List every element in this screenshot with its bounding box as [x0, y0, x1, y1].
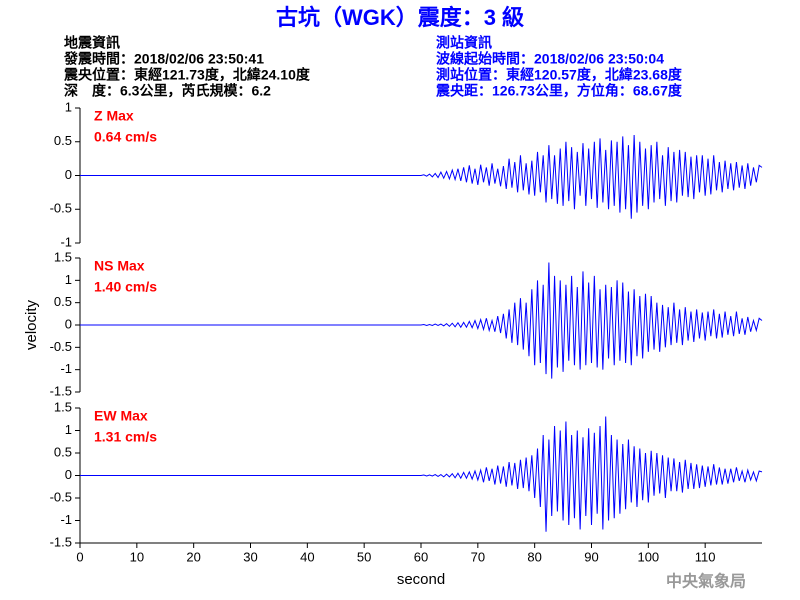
- y-tick-label: 0: [65, 167, 72, 182]
- y-tick-label: 1.5: [54, 249, 72, 264]
- y-tick-label: -0.5: [50, 489, 72, 504]
- info-line: 震央位置：東經121.73度，北緯24.10度: [63, 67, 311, 83]
- y-axis-label: velocity: [23, 299, 40, 350]
- info-line: 地震資訊: [64, 35, 120, 51]
- max-annotation: EW Max: [94, 408, 148, 424]
- y-tick-label: -1: [60, 512, 72, 527]
- y-tick-label: 0: [65, 316, 72, 331]
- max-annotation: NS Max: [94, 258, 145, 274]
- y-tick-label: 1: [65, 272, 72, 287]
- y-tick-label: -1.5: [50, 383, 72, 398]
- x-axis-label: second: [397, 571, 445, 588]
- x-tick-label: 30: [243, 549, 257, 564]
- y-tick-label: 1: [65, 422, 72, 437]
- x-tick-label: 0: [76, 549, 83, 564]
- footer: 中央氣象局: [666, 572, 746, 591]
- info-line: 發震時間：2018/02/06 23:50:41: [63, 51, 264, 67]
- max-annotation: 1.31 cm/s: [94, 429, 157, 445]
- x-tick-label: 80: [527, 549, 541, 564]
- x-tick-label: 110: [695, 549, 716, 564]
- x-tick-label: 20: [186, 549, 200, 564]
- y-tick-label: -0.5: [50, 201, 72, 216]
- waveform: [80, 134, 763, 219]
- y-tick-label: 0.5: [54, 444, 72, 459]
- waveform: [80, 262, 763, 379]
- info-line: 深 度：6.3公里，芮氏規模：6.2: [64, 83, 271, 99]
- y-tick-label: -1: [60, 234, 72, 249]
- max-annotation: Z Max: [94, 108, 134, 124]
- x-tick-label: 90: [584, 549, 598, 564]
- x-tick-label: 100: [637, 549, 659, 564]
- x-tick-label: 70: [471, 549, 485, 564]
- info-line: 測站位置：東經120.57度，北緯23.68度: [436, 67, 683, 83]
- y-tick-label: -0.5: [50, 339, 72, 354]
- y-tick-label: -1: [60, 361, 72, 376]
- y-tick-label: 1: [65, 99, 72, 114]
- info-line: 震央距：126.73公里，方位角：68.67度: [435, 83, 683, 99]
- y-tick-label: 0.5: [54, 133, 72, 148]
- chart-title: 古坑（WGK）震度：3 級: [276, 5, 524, 30]
- info-line: 測站資訊: [436, 35, 492, 51]
- x-tick-label: 60: [414, 549, 428, 564]
- x-tick-label: 50: [357, 549, 371, 564]
- info-line: 波線起始時間：2018/02/06 23:50:04: [436, 51, 664, 67]
- y-tick-label: 1.5: [54, 399, 72, 414]
- y-tick-label: 0.5: [54, 294, 72, 309]
- x-tick-label: 40: [300, 549, 314, 564]
- x-tick-label: 10: [130, 549, 144, 564]
- waveform: [80, 416, 763, 532]
- max-annotation: 1.40 cm/s: [94, 279, 157, 295]
- y-tick-label: -1.5: [50, 534, 72, 549]
- max-annotation: 0.64 cm/s: [94, 129, 157, 145]
- y-tick-label: 0: [65, 467, 72, 482]
